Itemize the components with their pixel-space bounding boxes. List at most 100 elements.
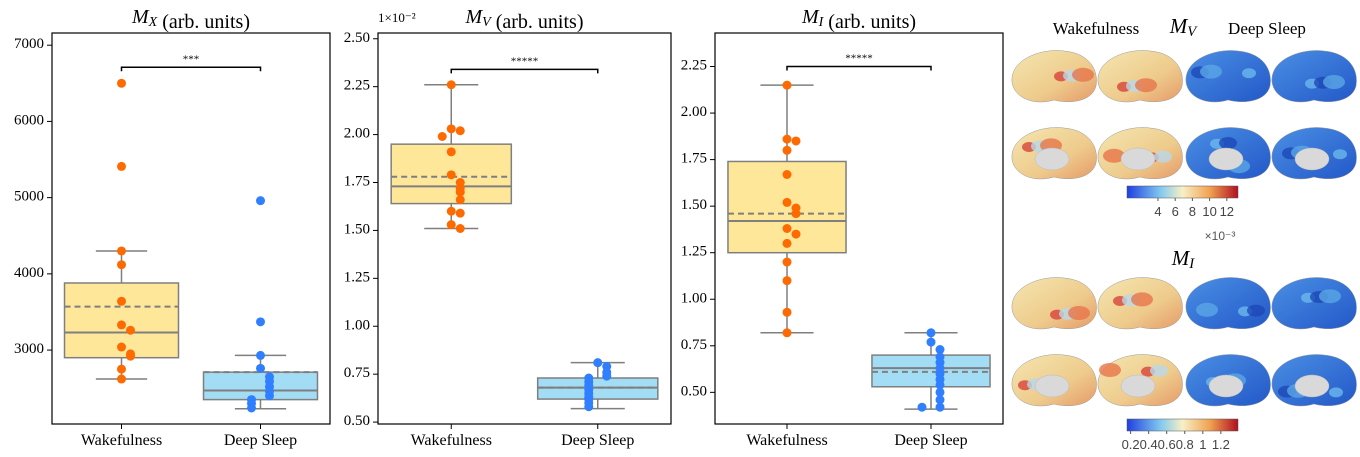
significance-label: *** — [183, 53, 200, 65]
data-point — [783, 258, 792, 267]
x-tick-label: Wakefulness — [746, 432, 827, 449]
figure: MX (arb. units)30004000500060007000Wakef… — [0, 0, 1360, 457]
data-point — [792, 209, 801, 218]
y-tick-label: 0.50 — [344, 414, 370, 430]
brain-medial-wall — [1121, 148, 1155, 170]
data-point — [117, 79, 126, 88]
colorbar-tick-label: 0.6 — [1158, 437, 1176, 452]
y-tick-label: 7000 — [14, 37, 44, 53]
brain-patch — [1099, 363, 1121, 377]
data-point — [447, 220, 456, 229]
y-tick-label: 1.00 — [681, 291, 707, 307]
data-point — [447, 207, 456, 216]
data-point — [247, 403, 256, 412]
colorbar-tick-label: 6 — [1172, 204, 1179, 219]
colorbar-tick-label: 4 — [1154, 204, 1161, 219]
data-point — [117, 260, 126, 269]
y-tick-label: 2.50 — [344, 30, 370, 46]
brain-patch — [1068, 306, 1090, 320]
brain-patch — [1329, 387, 1343, 397]
colorbar-tick-label: 12 — [1220, 204, 1234, 219]
y-tick-label: 1.25 — [681, 244, 707, 260]
colorbar-tick-label: 10 — [1202, 204, 1216, 219]
data-point — [117, 343, 126, 352]
y-tick-label: 5000 — [14, 189, 44, 205]
data-point — [456, 126, 465, 135]
y-tick-label: 2.00 — [344, 126, 370, 142]
data-point — [117, 246, 126, 255]
data-point — [783, 170, 792, 179]
data-point — [783, 146, 792, 155]
x-tick-label: Wakefulness — [81, 432, 162, 449]
colorbar — [1127, 186, 1238, 198]
x-tick-label: Wakefulness — [411, 432, 492, 449]
data-point — [256, 317, 265, 326]
data-point — [117, 320, 126, 329]
y-tick-label: 2.25 — [681, 58, 707, 74]
brain-patch — [1196, 303, 1218, 317]
brain-patch — [1323, 75, 1345, 89]
data-point — [117, 297, 126, 306]
significance-label: ***** — [511, 55, 539, 67]
x-tick-label: Deep Sleep — [561, 432, 634, 449]
brain-patch — [1247, 305, 1265, 317]
brain-medial-wall — [1295, 148, 1329, 170]
data-point — [456, 195, 465, 204]
y-tick-label: 1.00 — [344, 318, 370, 334]
brain-patch — [1333, 149, 1347, 159]
data-point — [783, 81, 792, 90]
y-tick-label: 3000 — [14, 342, 44, 358]
brain-patch — [1219, 137, 1237, 149]
y-tick-label: 1.75 — [681, 151, 707, 167]
brain-patch — [1150, 365, 1168, 377]
y-tick-label: 6000 — [14, 113, 44, 129]
data-point — [456, 209, 465, 218]
data-point — [265, 391, 274, 400]
data-point — [792, 230, 801, 239]
brain-medial-wall — [1035, 375, 1069, 397]
data-point — [783, 328, 792, 337]
significance-label: ***** — [845, 52, 873, 64]
brain-patch — [1154, 151, 1172, 163]
data-point — [584, 402, 593, 411]
data-point — [126, 326, 135, 335]
colorbar-tick-label: 0.8 — [1176, 437, 1194, 452]
data-point — [602, 372, 611, 381]
data-point — [783, 135, 792, 144]
colorbar-tick-label: 0.2 — [1122, 437, 1140, 452]
data-point — [126, 352, 135, 361]
colorbar-tick-label: 8 — [1189, 204, 1196, 219]
offset-text: 1×10⁻² — [378, 10, 416, 25]
data-point — [783, 239, 792, 248]
brain-medial-wall — [1295, 375, 1329, 397]
data-point — [438, 132, 447, 141]
chart-title: MI (arb. units) — [801, 6, 916, 33]
brain-medial-wall — [1209, 375, 1243, 397]
brain-medial-wall — [1121, 375, 1155, 397]
colorbar-offset-text: ×10⁻³ — [1205, 229, 1236, 243]
x-tick-label: Deep Sleep — [224, 432, 297, 449]
data-point — [783, 198, 792, 207]
brain-medial-wall — [1209, 148, 1243, 170]
data-point — [256, 351, 265, 360]
data-point — [256, 196, 265, 205]
data-point — [447, 147, 456, 156]
data-point — [117, 365, 126, 374]
data-point — [117, 162, 126, 171]
box — [204, 372, 318, 399]
data-point — [447, 124, 456, 133]
data-point — [447, 170, 456, 179]
data-point — [918, 403, 927, 412]
x-tick-label: Deep Sleep — [894, 432, 967, 449]
y-tick-label: 1.25 — [344, 270, 370, 286]
data-point — [456, 224, 465, 233]
brain-patch — [1135, 78, 1157, 92]
data-point — [927, 328, 936, 337]
data-point — [792, 136, 801, 145]
y-tick-label: 1.50 — [344, 222, 370, 238]
y-tick-label: 1.75 — [344, 174, 370, 190]
data-point — [927, 338, 936, 347]
y-tick-label: 2.00 — [681, 104, 707, 120]
data-point — [936, 403, 945, 412]
colorbar-tick-label: 1.2 — [1212, 437, 1230, 452]
